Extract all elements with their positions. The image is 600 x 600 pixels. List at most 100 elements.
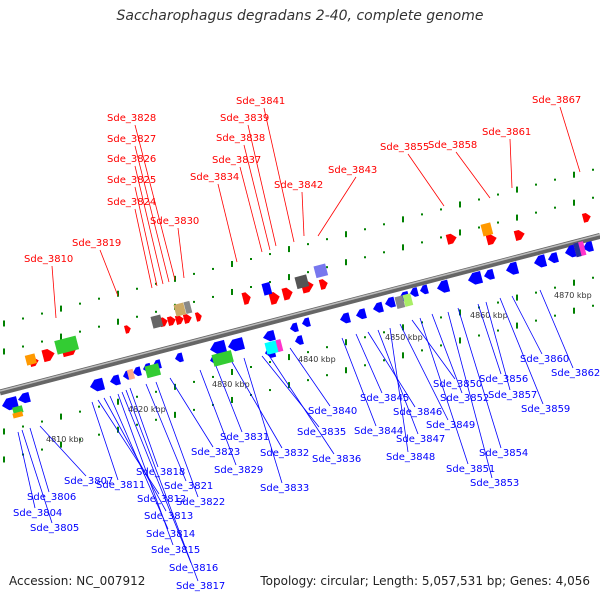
label-leader-line [399, 323, 449, 421]
feature-box [294, 274, 310, 290]
label-leader-line [134, 186, 158, 287]
label-leader-line [99, 249, 119, 297]
reverse-gene-arrow [90, 377, 106, 392]
label-leader-line [91, 401, 119, 481]
feature-box [573, 242, 582, 258]
forward-gene-arrow [268, 291, 280, 305]
gene-label: Sde_3867 [532, 95, 581, 106]
gene-label: Sde_3837 [212, 155, 261, 166]
gene-label: Sde_3819 [72, 238, 121, 249]
feature-box [275, 339, 284, 353]
reverse-gene-arrow [356, 308, 367, 320]
reverse-gene-arrow [110, 374, 121, 386]
gene-label: Sde_3824 [107, 197, 156, 208]
label-leader-line [511, 295, 543, 355]
label-leader-line [177, 227, 185, 279]
gene-label: Sde_3854 [479, 448, 528, 459]
scale-label: 4870 kbp [554, 291, 592, 300]
forward-gene-arrow [41, 348, 55, 363]
gene-label: Sde_3843 [328, 165, 377, 176]
map-title: Saccharophagus degradans 2-40, complete … [116, 8, 484, 24]
reverse-gene-arrow [2, 396, 19, 411]
label-leader-line [29, 427, 50, 493]
reverse-gene-arrow [385, 296, 396, 308]
feature-box [402, 293, 414, 307]
gene-label: Sde_3817 [176, 581, 225, 592]
label-leader-line [301, 191, 305, 237]
label-leader-line [261, 355, 320, 428]
scale-label: 4840 kbp [298, 355, 336, 364]
gene-label: Sde_3859 [521, 404, 570, 415]
gene-label: Sde_3826 [107, 154, 156, 165]
gene-label: Sde_3834 [190, 172, 239, 183]
gene-label: Sde_3852 [440, 393, 489, 404]
label-leader-line [455, 151, 491, 199]
reverse-gene-arrow [133, 366, 142, 377]
gene-label: Sde_3855 [380, 142, 429, 153]
forward-gene-arrow [445, 233, 457, 245]
gene-label: Sde_3860 [520, 354, 569, 365]
gene-label: Sde_3841 [236, 96, 285, 107]
scale-label: 4860 kbp [470, 311, 508, 320]
label-leader-line [51, 265, 57, 319]
reverse-gene-arrow [340, 312, 351, 324]
reverse-gene-arrow [548, 252, 559, 264]
gene-label: Sde_3813 [144, 511, 193, 522]
feature-box [126, 368, 136, 380]
label-leader-line [155, 381, 199, 498]
label-leader-line [17, 431, 36, 509]
outer-reverse-rail [3, 304, 594, 463]
gene-label: Sde_3825 [107, 175, 156, 186]
gene-label: Sde_3851 [446, 464, 495, 475]
feature-box [183, 300, 193, 315]
gene-label: Sde_3827 [107, 134, 156, 145]
accession-text: Accession: NC_007912 [9, 574, 146, 588]
label-leader-line [289, 347, 331, 407]
gene-label: Sde_3839 [220, 113, 269, 124]
gene-label: Sde_3821 [164, 481, 213, 492]
gene-label: Sde_3857 [488, 390, 537, 401]
reverse-gene-arrow [302, 317, 311, 328]
label-leader-line [243, 357, 283, 484]
reverse-gene-arrow [290, 322, 299, 333]
label-leader-line [134, 145, 170, 283]
reverse-gene-arrow [175, 352, 184, 363]
gene-label: Sde_3847 [396, 434, 445, 445]
forward-gene-arrow [281, 287, 293, 301]
label-leader-line [477, 303, 502, 375]
label-leader-line [317, 176, 357, 237]
gene-label: Sde_3814 [146, 529, 195, 540]
forward-gene-arrow [581, 212, 591, 223]
feature-box [144, 363, 162, 379]
reverse-gene-arrow [420, 284, 429, 295]
label-leader-line [267, 353, 335, 455]
label-leader-line [247, 124, 277, 247]
reverse-gene-arrow [210, 339, 227, 355]
feature-box [211, 350, 234, 367]
feature-box [313, 263, 329, 279]
gene-label: Sde_3806 [27, 492, 76, 503]
label-leader-line [134, 124, 176, 281]
gene-label: Sde_3811 [96, 480, 145, 491]
label-leader-line [231, 361, 283, 449]
label-leader-line [389, 327, 409, 453]
label-leader-line [509, 138, 513, 189]
gene-label: Sde_3810 [24, 254, 73, 265]
forward-gene-arrow [241, 292, 251, 305]
scale-label: 4820 kbp [128, 405, 166, 414]
label-leader-line [39, 425, 87, 477]
gene-label: Sde_3849 [426, 420, 475, 431]
gene-label: Sde_3815 [151, 545, 200, 556]
label-leader-line [129, 387, 159, 468]
gene-label: Sde_3853 [470, 478, 519, 489]
gene-label: Sde_3861 [482, 127, 531, 138]
scale-label: 4850 kbp [385, 333, 423, 342]
reverse-gene-arrow [18, 391, 31, 404]
label-leader-line [103, 397, 167, 512]
label-leader-line [457, 307, 502, 449]
label-leader-line [411, 319, 456, 380]
label-leader-line [447, 311, 493, 479]
forward-gene-arrow [174, 315, 184, 325]
gene-label: Sde_3831 [220, 432, 269, 443]
label-leader-line [125, 389, 199, 582]
